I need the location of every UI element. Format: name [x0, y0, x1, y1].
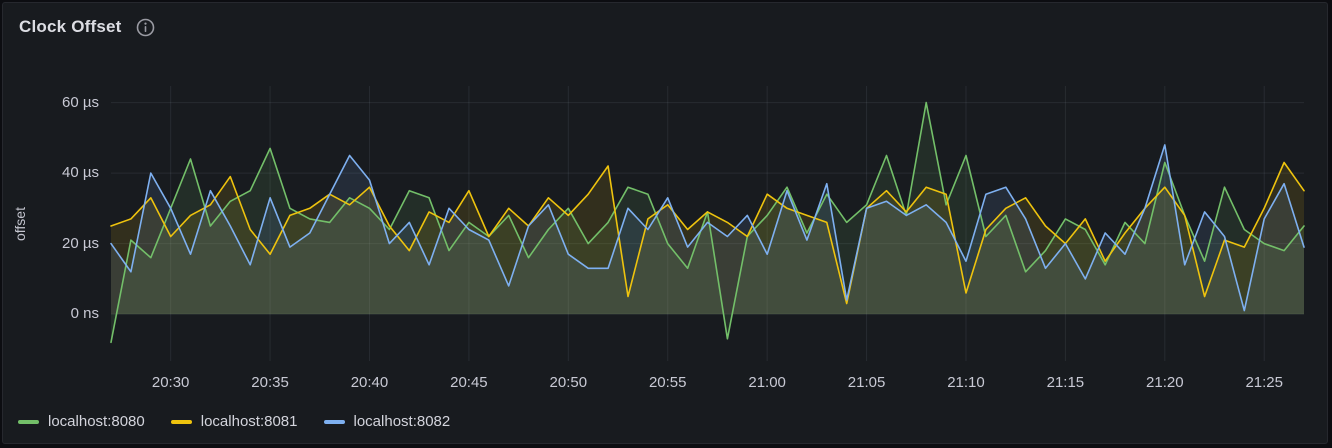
- x-tick-label: 20:50: [549, 374, 588, 391]
- series-fill-2: [111, 144, 1304, 315]
- x-tick-label: 21:05: [847, 374, 886, 391]
- panel-title: Clock Offset: [19, 17, 122, 36]
- legend-swatch-green: [18, 419, 39, 424]
- series-fill-1: [111, 162, 1304, 315]
- y-tick-label: 60 µs: [62, 93, 99, 111]
- timeseries-chart[interactable]: [110, 86, 1305, 361]
- legend-item-localhost-8082[interactable]: localhost:8082: [323, 413, 450, 430]
- x-tick-label: 21:00: [748, 374, 786, 391]
- x-tick-label: 21:20: [1146, 374, 1184, 391]
- y-tick-label: 40 µs: [62, 164, 99, 182]
- chart-plot-area[interactable]: 20:30 20:35 20:40 20:45 20:50 20:55 21:00 21:05…: [110, 86, 1305, 391]
- x-tick-label: 21:25: [1245, 374, 1283, 391]
- panel-header: Clock Offset: [19, 17, 155, 37]
- series-line-2[interactable]: [110, 144, 1305, 312]
- x-tick-label: 20:40: [350, 374, 389, 391]
- x-tick-label: 21:10: [947, 374, 985, 391]
- x-tick-label: 20:35: [251, 374, 289, 391]
- legend: localhost:8080 localhost:8081 localhost:…: [18, 413, 450, 430]
- x-tick-label: 20:45: [450, 374, 488, 391]
- legend-swatch-blue: [323, 419, 345, 424]
- x-tick-label: 20:30: [151, 374, 190, 391]
- legend-swatch-yellow: [170, 419, 192, 424]
- y-tick-label: 20 µs: [62, 234, 99, 252]
- x-tick-label: 20:55: [648, 374, 687, 391]
- legend-item-localhost-8081[interactable]: localhost:8081: [170, 413, 298, 430]
- x-tick-label: 21:15: [1046, 374, 1085, 391]
- y-axis-title: offset: [12, 206, 28, 241]
- legend-item-localhost-8080[interactable]: localhost:8080: [18, 413, 145, 430]
- y-tick-label: 0 ns: [70, 305, 99, 323]
- series-line-1[interactable]: [110, 161, 1305, 305]
- info-icon[interactable]: [136, 18, 155, 37]
